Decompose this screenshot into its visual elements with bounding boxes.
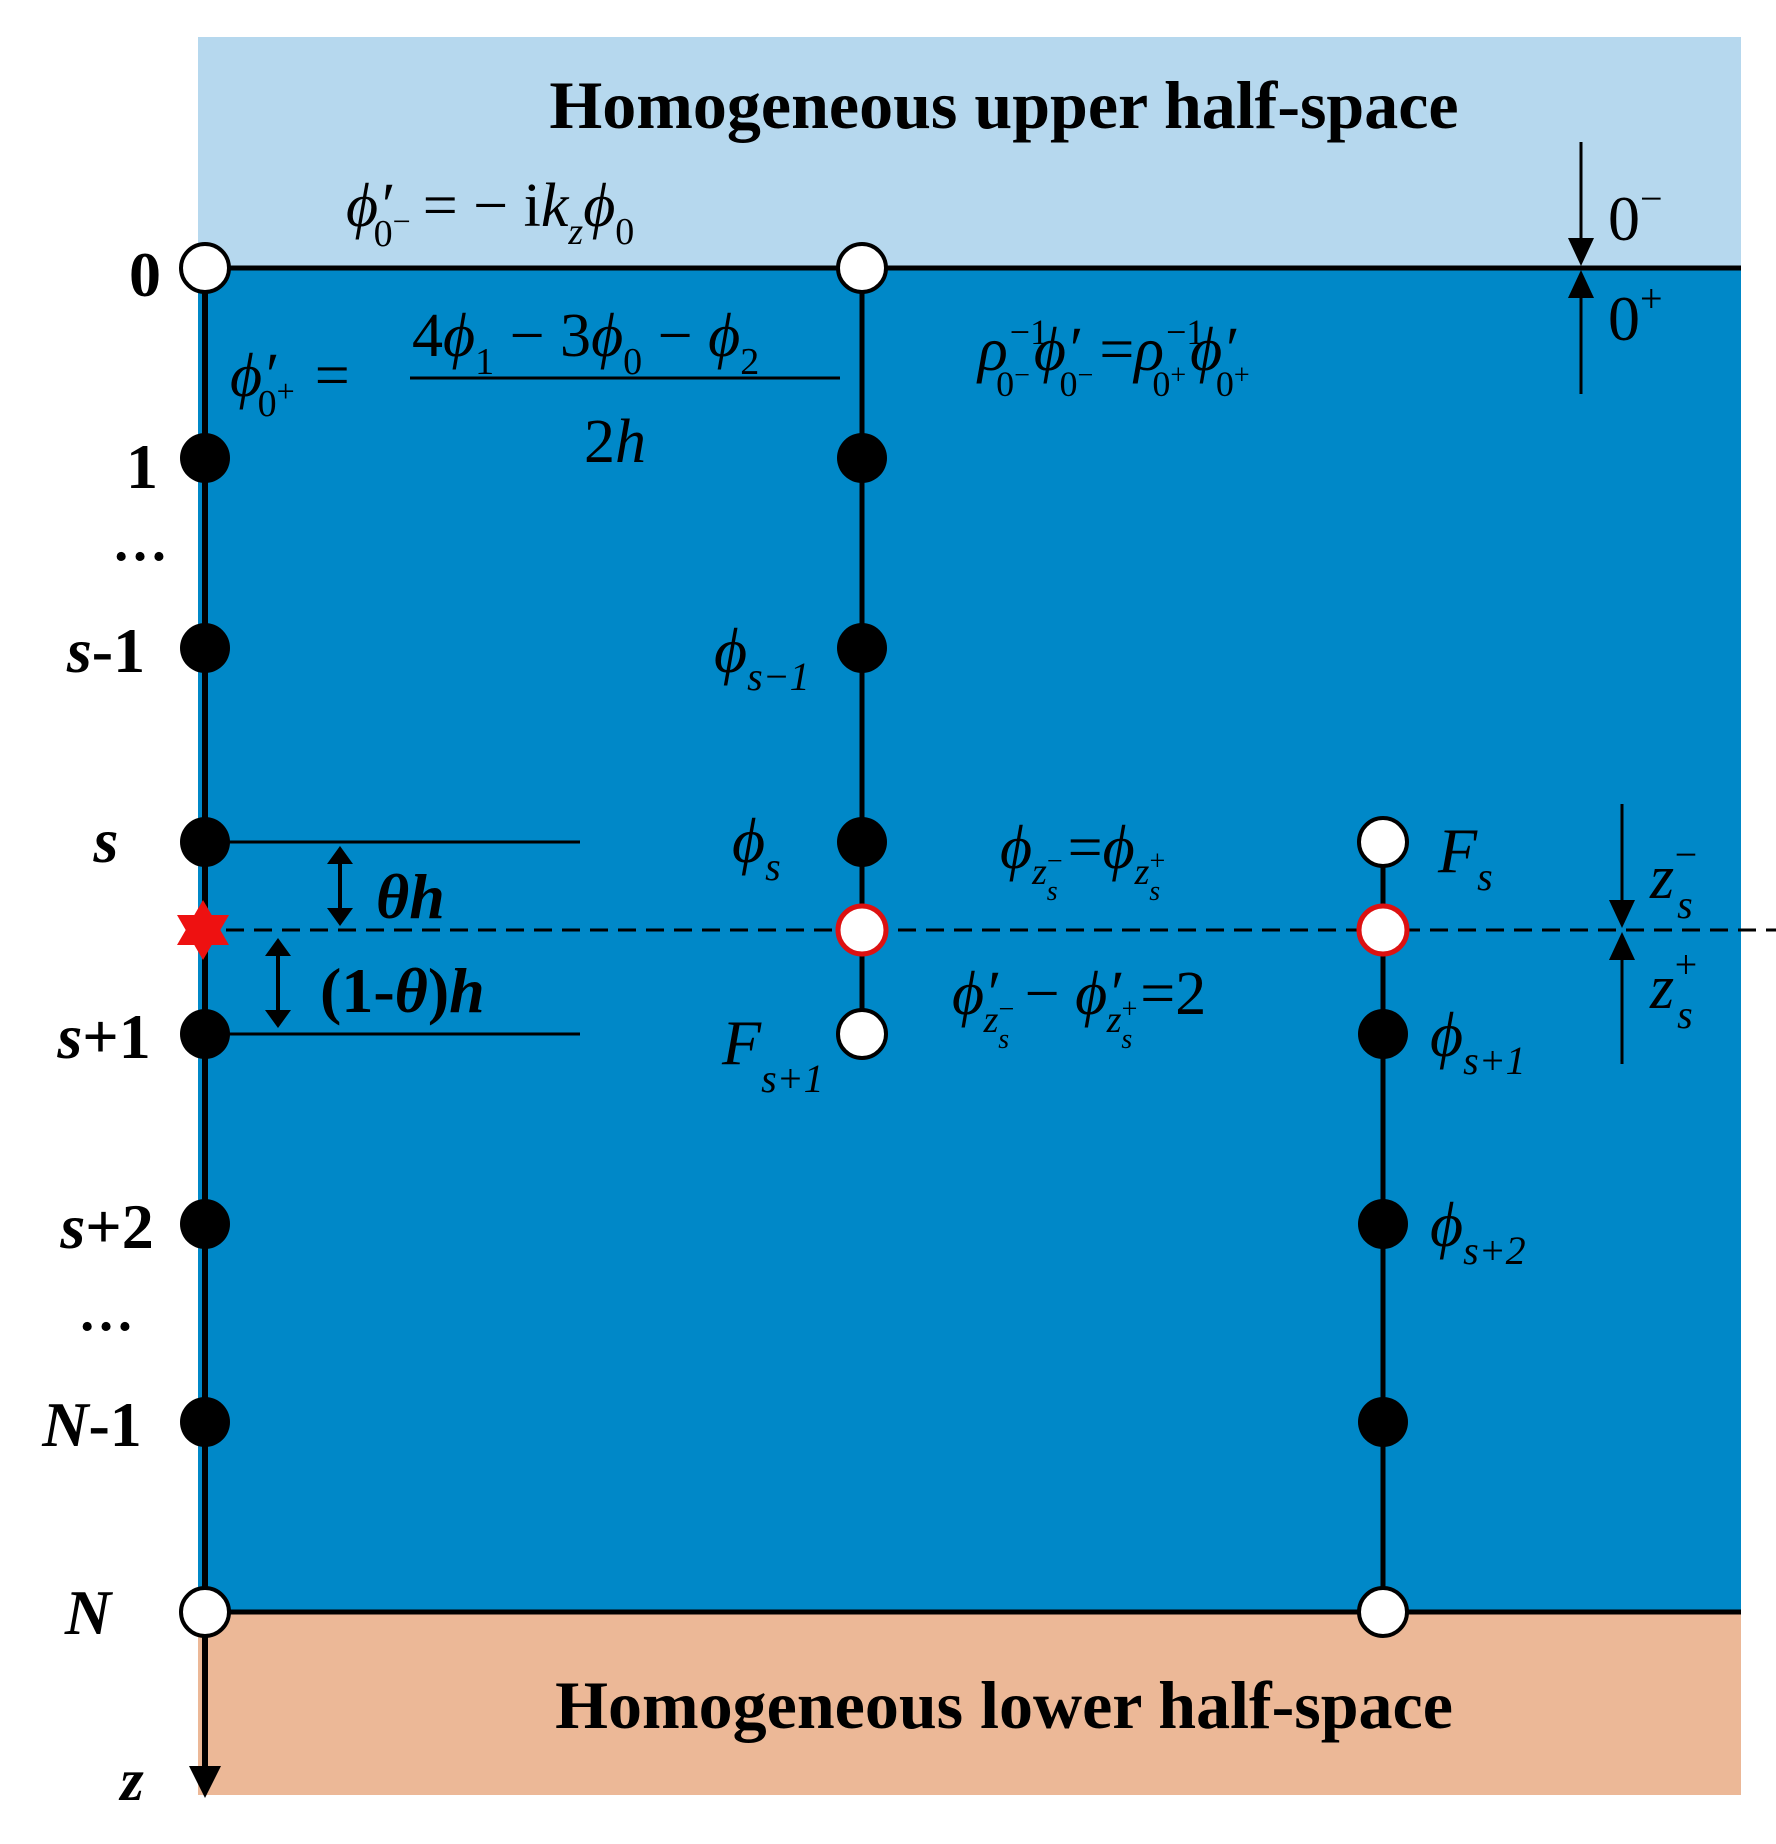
right-node-s-plus-2 (1358, 1199, 1408, 1249)
equation-fd-derivative: ϕ′0+ = 4ϕ1 − 3ϕ0 − ϕ2 2h (230, 302, 840, 476)
grid-node-n-minus-1 (180, 1397, 230, 1447)
middle-node-1 (837, 433, 887, 483)
middle-node-s-minus-1 (837, 623, 887, 673)
index-label-dots-bottom: … (78, 1281, 134, 1343)
middle-source-node (835, 903, 889, 957)
theta-h-double-arrow (327, 846, 353, 926)
svg-text:ϕ′0+=: ϕ′0+ = (230, 342, 350, 425)
zs-plus-label: z+ s (1649, 942, 1699, 1037)
equation-upper-bc: ϕ′0− = − ikzϕ0 (346, 172, 634, 255)
grid-node-0 (179, 242, 231, 294)
label-phi-s-minus-1: ϕs−1 (714, 615, 810, 699)
right-node-f-s (1357, 816, 1409, 868)
theta-h-label: θh (376, 861, 445, 932)
middle-node-s (837, 817, 887, 867)
right-node-s-plus-1 (1358, 1009, 1408, 1059)
index-label-s-plus-1: s+1 (56, 1001, 150, 1072)
index-label-n-minus-1: N-1 (41, 1389, 142, 1460)
zero-plus-label: 0+ (1608, 276, 1663, 354)
label-phi-s-plus-2: ϕs+2 (1430, 1189, 1526, 1273)
upper-half-space-region (198, 37, 1741, 268)
lower-half-space-label: Homogeneous lower half-space (555, 1667, 1453, 1743)
lower-half-space-region (198, 1612, 1741, 1795)
z-axis-label: z (118, 1747, 144, 1813)
index-label-0: 0 (129, 239, 161, 310)
index-label-dots-top: … (112, 511, 168, 573)
zero-minus-label: 0− (1608, 176, 1663, 254)
label-phi-s-plus-1: ϕs+1 (1430, 999, 1526, 1083)
label-phi-s: ϕs (732, 805, 781, 889)
index-label-s: s (93, 805, 119, 876)
source-interface-arrows (1609, 804, 1635, 1064)
grid-node-1 (180, 433, 230, 483)
equation-source-jump: ϕ′z− s − ϕ′z+ s=2 (952, 960, 1206, 1055)
middle-node-0 (836, 242, 888, 294)
equation-source-continuity: ϕz− s=ϕz+ s (1000, 814, 1165, 907)
source-star-icon (177, 900, 229, 960)
zero-interface-arrows (1568, 142, 1594, 394)
equation-density-continuity: ρ−1 0−ϕ′0−=ρ−1 0+ϕ′0+ (976, 312, 1250, 404)
z-axis-arrowhead (189, 1766, 221, 1798)
grid-node-s-minus-1 (180, 623, 230, 673)
grid-node-s-plus-2 (180, 1199, 230, 1249)
right-node-n-minus-1 (1358, 1397, 1408, 1447)
grid-node-s (180, 817, 230, 867)
upper-half-space-label: Homogeneous upper half-space (549, 67, 1458, 143)
one-minus-theta-h-double-arrow (265, 938, 291, 1028)
grid-node-n (179, 1586, 231, 1638)
right-source-node (1356, 903, 1410, 957)
layered-medium-region (198, 268, 1741, 1612)
svg-text:4ϕ1 − 3ϕ0 − ϕ2: 4ϕ1 − 3ϕ0 − ϕ2 (412, 302, 759, 383)
index-label-s-minus-1: s-1 (66, 615, 145, 686)
index-label-1: 1 (126, 431, 158, 502)
middle-node-f-s-plus-1 (836, 1008, 888, 1060)
index-label-s-plus-2: s+2 (59, 1191, 153, 1262)
index-label-n: N (64, 1577, 114, 1648)
label-f-s: Fs (1437, 815, 1493, 899)
svg-text:2h: 2h (584, 408, 646, 476)
label-f-s-plus-1: Fs+1 (721, 1007, 824, 1101)
one-minus-theta-h-label: (1-θ)h (320, 955, 485, 1026)
right-node-n (1357, 1586, 1409, 1638)
grid-node-s-plus-1 (180, 1009, 230, 1059)
zs-minus-label: z− s (1649, 832, 1699, 927)
